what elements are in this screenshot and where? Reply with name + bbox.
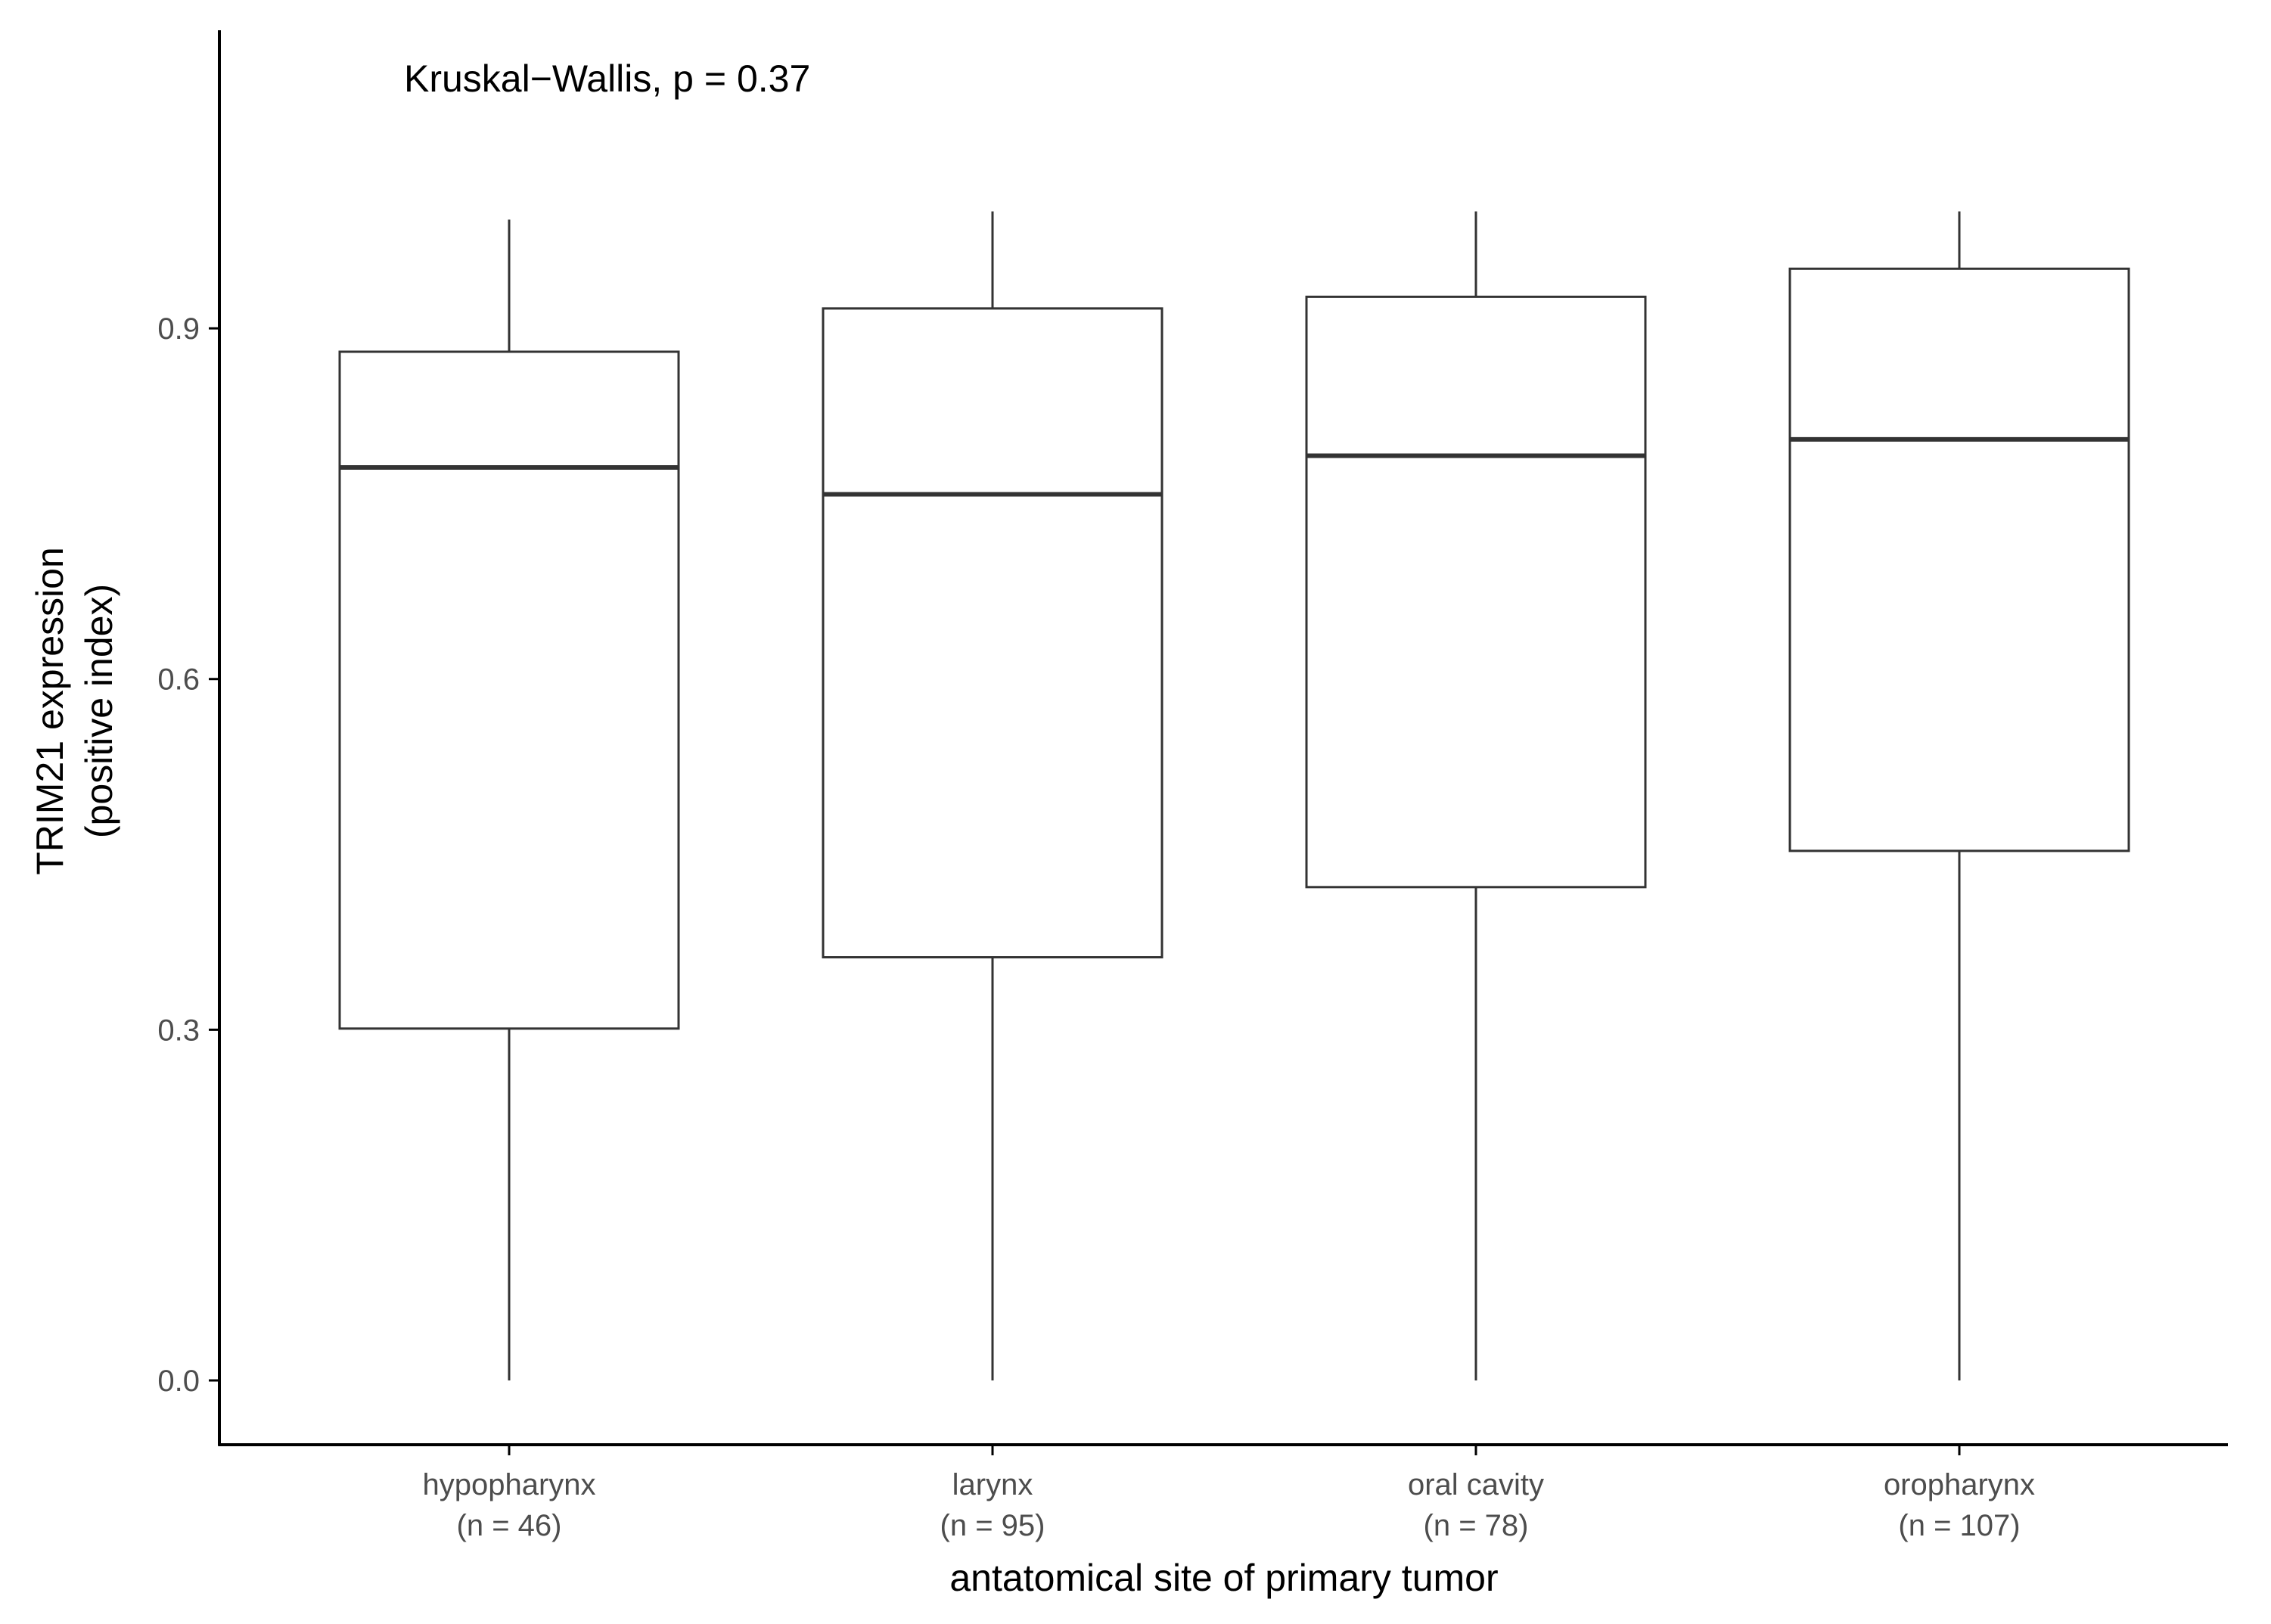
y-axis-title-line2: (positive index) bbox=[78, 584, 120, 838]
test-annotation: Kruskal−Wallis, p = 0.37 bbox=[404, 57, 810, 100]
x-category-label: larynx bbox=[952, 1468, 1033, 1501]
box-iqr bbox=[1305, 295, 1647, 889]
x-category-label: oral cavity bbox=[1408, 1468, 1544, 1501]
x-category-label: hypopharynx bbox=[422, 1468, 595, 1501]
plot-area: 0.0 0.3 0.6 0.9 hypopharynx (n = 46) larynx (n … bbox=[157, 30, 2228, 1542]
y-tick-label: 0.6 bbox=[157, 663, 200, 697]
y-axis-title-line1: TRIM21 expression bbox=[29, 547, 71, 875]
box-iqr bbox=[822, 307, 1163, 959]
y-tick-label: 0.0 bbox=[157, 1365, 200, 1398]
x-category-count-label: (n = 107) bbox=[1898, 1509, 2020, 1542]
x-category-count-label: (n = 95) bbox=[940, 1509, 1045, 1542]
x-category-count-label: (n = 46) bbox=[457, 1509, 562, 1542]
x-category-count-label: (n = 78) bbox=[1424, 1509, 1529, 1542]
box-iqr bbox=[1788, 267, 2130, 852]
y-tick-label: 0.9 bbox=[157, 312, 200, 346]
x-category-label: oropharynx bbox=[1884, 1468, 2035, 1501]
x-axis-title: antatomical site of primary tumor bbox=[949, 1557, 1498, 1599]
y-tick-label: 0.3 bbox=[157, 1014, 200, 1047]
box-iqr bbox=[338, 350, 680, 1030]
